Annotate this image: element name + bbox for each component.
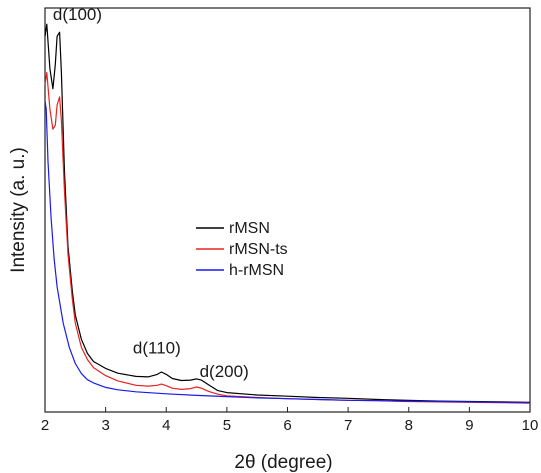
series-line-rmsn [44, 23, 531, 403]
x-tick-label: 10 [522, 417, 539, 434]
x-tick-label: 4 [162, 417, 170, 434]
plot-area: 2 3 4 5 6 7 8 9 10 [41, 7, 539, 434]
x-tick-label: 5 [223, 417, 231, 434]
legend-label-rmsn: rMSN [229, 220, 270, 237]
x-tick-label: 7 [344, 417, 352, 434]
legend-label-h-rmsn: h-rMSN [229, 262, 284, 279]
series-line-h-rmsn [44, 100, 531, 404]
legend-label-rmsn-ts: rMSN-ts [229, 241, 288, 258]
x-axis-ticks: 2 3 4 5 6 7 8 9 10 [41, 407, 539, 434]
x-axis-title: 2θ (degree) [234, 452, 332, 473]
legend: rMSN rMSN-ts h-rMSN [196, 220, 288, 279]
peak-annotations: d(100) d(110) d(200) [53, 5, 249, 381]
series-line-rmsn-ts [44, 72, 531, 404]
annotation-d200: d(200) [200, 362, 249, 381]
x-tick-label: 6 [283, 417, 291, 434]
annotation-d110: d(110) [133, 338, 181, 357]
legend-entry-rmsn: rMSN [196, 220, 270, 237]
series-layer [44, 23, 531, 404]
plot-frame [44, 7, 531, 413]
x-tick-label: 9 [465, 417, 473, 434]
x-tick-label: 2 [41, 417, 49, 434]
annotation-d100: d(100) [53, 5, 102, 24]
x-tick-label: 8 [405, 417, 413, 434]
legend-entry-h-rmsn: h-rMSN [196, 262, 284, 279]
legend-entry-rmsn-ts: rMSN-ts [196, 241, 288, 258]
x-tick-label: 3 [101, 417, 109, 434]
y-axis-title: Intensity (a. u.) [8, 147, 29, 273]
